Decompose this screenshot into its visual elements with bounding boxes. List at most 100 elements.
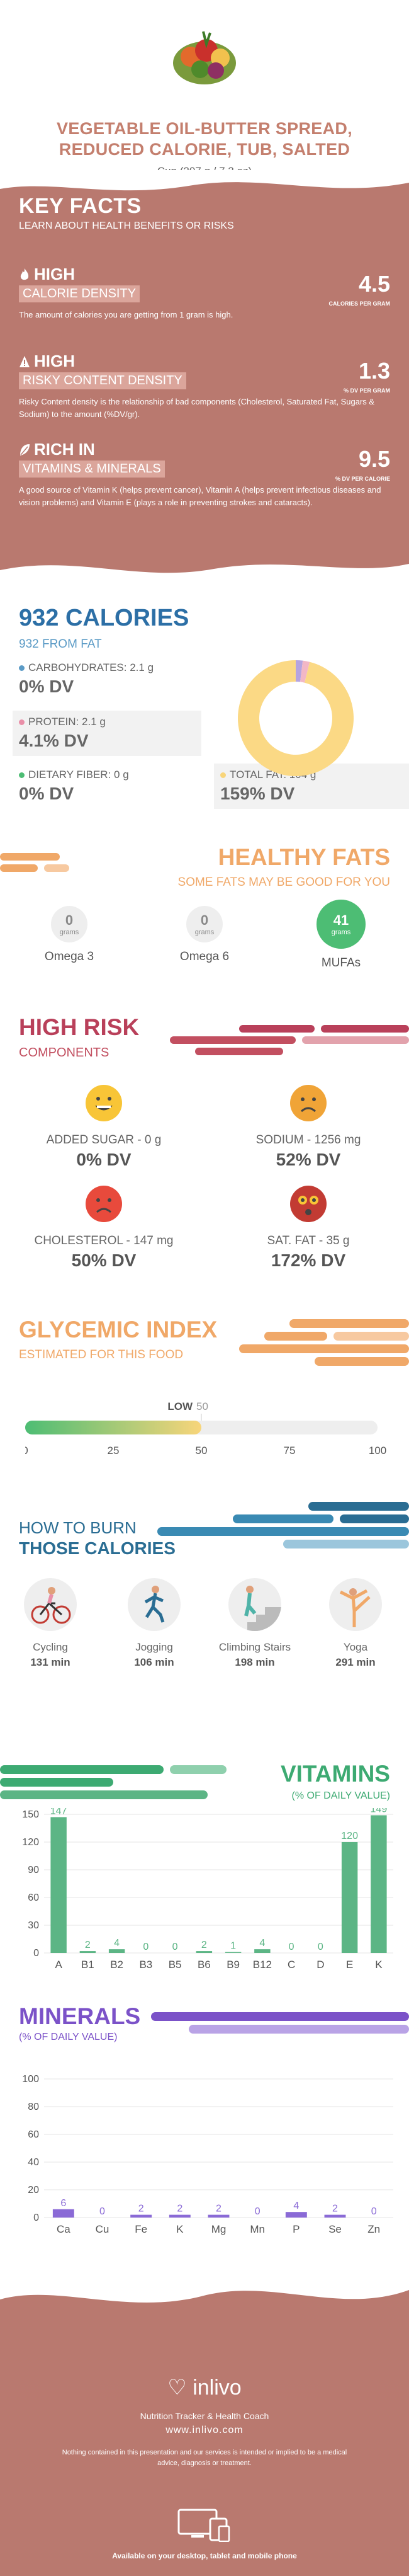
header-section: VEGETABLE OIL-BUTTER SPREAD, REDUCED CAL… [0, 0, 409, 170]
y-tick-label: 30 [28, 1920, 39, 1931]
y-tick-label: 100 [22, 2074, 39, 2085]
minerals-title: MINERALS [19, 2003, 141, 2029]
fact-unit: % DV PER CALORIE [335, 476, 390, 482]
decorative-stripes [170, 1025, 409, 1055]
healthy-fats-title: HEALTHY FATS [218, 844, 390, 870]
fact-calorie-density: HIGH CALORIE DENSITY 4.5 CALORIES PER GRA… [19, 265, 390, 321]
calories-subtitle: 932 FROM FAT [19, 638, 102, 651]
serving-size: Cup (207 g / 7.3 oz) [0, 165, 409, 170]
key-facts-section: KEY FACTS LEARN ABOUT HEALTH BENEFITS OR… [0, 170, 409, 586]
data-label: 2 [332, 2204, 338, 2214]
glycemic-title: GLYCEMIC INDEX [19, 1317, 218, 1342]
macro-name: CARBOHYDRATES: 2.1 g [28, 661, 154, 673]
fat-omega3: 0 grams Omega 3 [19, 906, 120, 964]
y-tick-label: 90 [28, 1865, 39, 1875]
bar-se [324, 2214, 346, 2218]
footer: ♡ inlivo Nutrition Tracker & Health Coac… [0, 2265, 409, 2576]
bar-a [50, 1817, 67, 1953]
devices-icon [177, 2509, 230, 2542]
macro-protein: PROTEIN: 2.1 g 4.1% DV [13, 711, 201, 756]
x-tick-label: Mn [250, 2223, 265, 2235]
brand-name: inlivo [193, 2376, 242, 2400]
fact-value: 9.5 [358, 446, 390, 472]
data-label: 2 [138, 2204, 144, 2214]
fact-value: 1.3 [358, 358, 390, 384]
data-label: 4 [259, 1938, 265, 1949]
risk-name: SODIUM - 1256 mg [255, 1133, 361, 1147]
gauge-level: LOW [167, 1400, 193, 1412]
availability-note: Available on your desktop, tablet and mo… [112, 2551, 297, 2560]
activity-name: Climbing Stairs [218, 1641, 291, 1653]
data-label: 2 [216, 2204, 221, 2214]
y-tick-label: 40 [28, 2157, 39, 2168]
x-tick-label: Ca [57, 2223, 70, 2235]
activity-name: Cycling [33, 1641, 68, 1653]
bar-fe [130, 2214, 152, 2218]
decorative-stripes [239, 1319, 409, 1366]
activity-jogging: Jogging 106 min [107, 1578, 201, 1669]
bar-k [371, 1815, 387, 1953]
wave-divider-footer [0, 2265, 409, 2303]
fat-name: Omega 3 [44, 950, 94, 963]
x-tick-label: B6 [198, 1959, 211, 1971]
risk-name: ADDED SUGAR - 0 g [46, 1133, 162, 1147]
fact-description: A good source of Vitamin K (helps preven… [19, 485, 381, 507]
macro-pct: 4.1% DV [19, 731, 89, 750]
risk-name: SAT. FAT - 35 g [267, 1234, 350, 1247]
minerals-subtitle: (% OF DAILY VALUE) [19, 2032, 118, 2042]
fat-unit: grams [331, 929, 351, 936]
dizzy-face-icon [290, 1186, 327, 1222]
cycling-icon [31, 1587, 71, 1624]
decorative-stripes [0, 853, 69, 872]
risk-sodium: SODIUM - 1256 mg 52% DV [217, 1084, 400, 1170]
activity-cycling: Cycling 131 min [3, 1578, 98, 1669]
fat-dot-icon [220, 772, 226, 778]
leaf-icon [20, 444, 30, 455]
data-label: 6 [60, 2198, 66, 2209]
disclaimer: Nothing contained in this presentation a… [62, 2449, 347, 2467]
minerals-bar-chart: 100 80 60 40 20 0 6 Ca 0 Cu 2 Fe 2 K 2 Mg 0 Mn 4 P 2 Se 0 Zn [22, 2074, 393, 2235]
bar-e [341, 1842, 358, 1953]
x-tick-label: Se [328, 2223, 342, 2235]
gauge-tick-label: 50 [196, 1445, 208, 1457]
gauge-fill [25, 1421, 201, 1434]
x-tick-label: B12 [253, 1959, 272, 1971]
stairs-icon [244, 1586, 281, 1631]
fact-unit: % DV PER GRAM [343, 387, 390, 394]
bar-b6 [196, 1951, 213, 1953]
decorative-stripes [157, 1502, 409, 1548]
data-label: 0 [99, 2206, 105, 2217]
donut-slice-fat [238, 660, 354, 776]
brand-logo[interactable]: ♡ inlivo [0, 2375, 409, 2400]
data-label: 0 [172, 1942, 178, 1952]
x-tick-label: B2 [110, 1959, 123, 1971]
activity-minutes: 131 min [30, 1656, 70, 1668]
bar-b12 [254, 1949, 271, 1953]
fact-level: HIGH [34, 352, 75, 370]
macro-donut-chart [238, 660, 354, 776]
vitamins-section: VITAMINS (% OF DAILY VALUE) 150 120 90 60 30… [0, 1758, 409, 1997]
x-tick-label: P [293, 2223, 300, 2235]
data-label: 0 [143, 1942, 148, 1952]
activity-name: Jogging [135, 1641, 173, 1653]
vitamins-title: VITAMINS [280, 1761, 390, 1787]
data-label: 0 [289, 1942, 294, 1952]
fact-description: Risky Content density is the relationshi… [19, 397, 375, 419]
donut-slice-protein [300, 660, 310, 683]
bar-mg [208, 2214, 230, 2218]
healthy-fats-subtitle: SOME FATS MAY BE GOOD FOR YOU [177, 876, 390, 889]
x-tick-label: Fe [135, 2223, 147, 2235]
y-tick-label: 60 [28, 2129, 39, 2140]
brand-url-link[interactable]: www.inlivo.com [165, 2425, 244, 2436]
activity-minutes: 291 min [335, 1656, 376, 1668]
carbohydrates-dot-icon [19, 665, 25, 671]
x-tick-label: D [317, 1959, 324, 1971]
high-risk-title: HIGH RISK [19, 1014, 140, 1040]
activity-minutes: 106 min [134, 1656, 174, 1668]
risk-value: 172% DV [271, 1251, 346, 1270]
y-tick-label: 80 [28, 2102, 39, 2112]
flame-icon [20, 268, 29, 280]
burn-title-line2: THOSE CALORIES [19, 1538, 176, 1558]
protein-dot-icon [19, 719, 25, 725]
fat-mufas: 41 grams MUFAs [291, 900, 391, 970]
